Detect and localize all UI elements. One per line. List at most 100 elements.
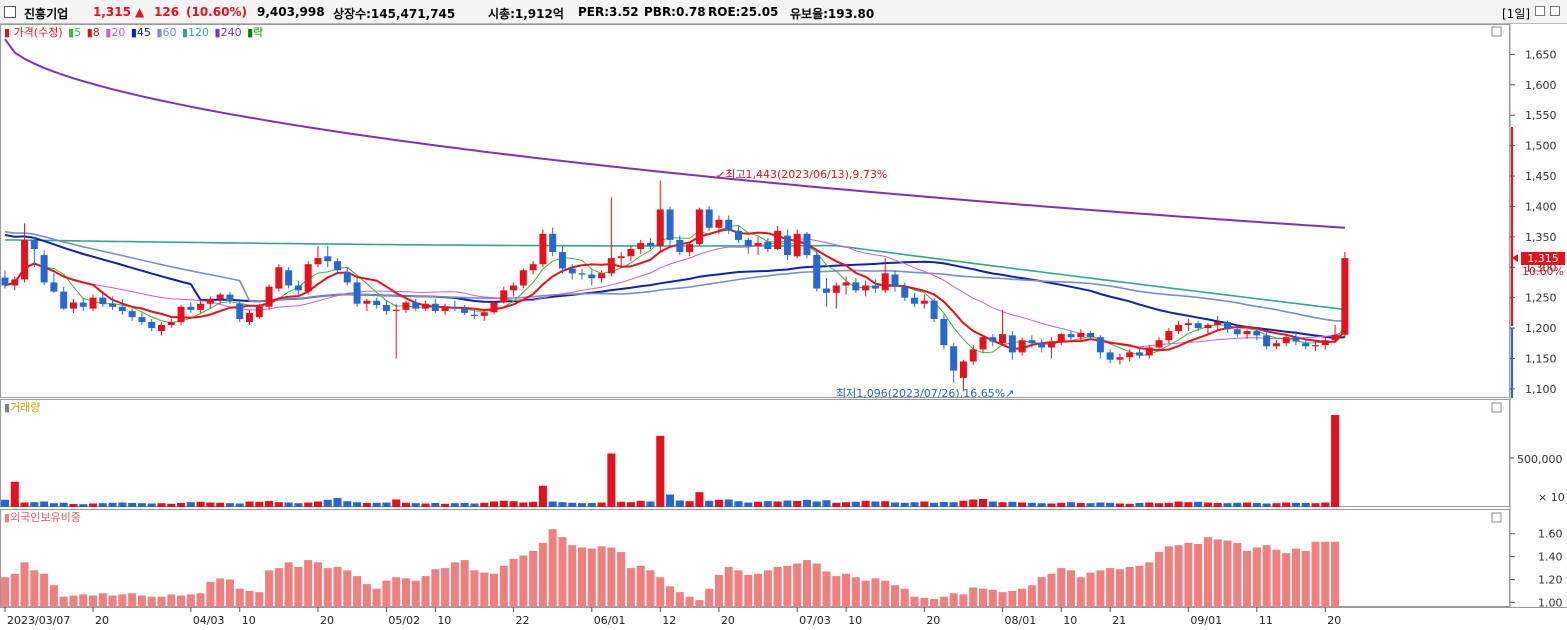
current-pct-label: 10.60% bbox=[1522, 265, 1564, 278]
volume-bar bbox=[40, 501, 49, 507]
volume-panel-title: 거래량 bbox=[10, 401, 40, 414]
x-axis-label: 12 bbox=[662, 614, 676, 627]
volume-bar bbox=[470, 503, 479, 507]
candle-body bbox=[852, 282, 860, 291]
legend-ma20: 20 bbox=[111, 26, 125, 39]
legend-ma8: 8 bbox=[93, 26, 100, 39]
candle-body bbox=[1126, 352, 1134, 358]
ratio-bar bbox=[617, 552, 626, 607]
volume-bar bbox=[1008, 501, 1017, 507]
candle-body bbox=[891, 274, 899, 287]
x-axis-label: 10 bbox=[1063, 614, 1077, 627]
ratio-bar bbox=[1008, 590, 1017, 607]
candle-body bbox=[294, 285, 302, 291]
candle-body bbox=[823, 288, 831, 293]
price-change: 126 bbox=[154, 5, 180, 19]
candle-body bbox=[402, 302, 410, 310]
candle-body bbox=[705, 209, 713, 228]
volume-bar bbox=[626, 502, 635, 507]
ratio-bar bbox=[470, 570, 479, 607]
volume-bar bbox=[59, 502, 68, 507]
ratio-bar bbox=[79, 594, 88, 607]
volume-bar bbox=[1057, 502, 1066, 507]
volume-bar bbox=[998, 502, 1007, 507]
volume-bar bbox=[861, 500, 870, 507]
ratio-bar bbox=[578, 547, 587, 607]
volume-bar bbox=[274, 502, 283, 507]
ratio-bar bbox=[1321, 541, 1330, 607]
period-selector[interactable]: [1일] bbox=[1502, 7, 1531, 21]
candle-body bbox=[157, 325, 165, 332]
close-icon[interactable] bbox=[1550, 6, 1560, 16]
ratio-bar bbox=[1243, 550, 1252, 607]
volume-bar bbox=[607, 453, 616, 507]
legend-price-label: 가격(수정) bbox=[14, 26, 63, 39]
ratio-bar bbox=[490, 573, 498, 607]
candle-body bbox=[79, 302, 87, 307]
candle-body bbox=[1302, 343, 1310, 347]
ratio-bar bbox=[724, 566, 733, 607]
candle-body bbox=[901, 286, 909, 298]
volume-bar bbox=[969, 499, 978, 507]
candle-body bbox=[999, 334, 1007, 344]
legend-ma60-marker: ▮ bbox=[156, 26, 162, 39]
candle-body bbox=[490, 302, 498, 313]
x-axis-label: 20 bbox=[1327, 614, 1341, 627]
ratio-bar bbox=[1213, 539, 1222, 607]
volume-bar bbox=[353, 502, 362, 507]
compare-checkbox[interactable] bbox=[4, 6, 16, 18]
volume-bar bbox=[1243, 502, 1252, 507]
candle-body bbox=[754, 242, 762, 246]
candle-body bbox=[148, 321, 156, 329]
candle-body bbox=[480, 312, 488, 316]
volume-bar bbox=[744, 502, 753, 507]
volume-bar bbox=[1203, 502, 1212, 507]
candle-body bbox=[686, 244, 694, 253]
ratio-bar bbox=[49, 585, 58, 607]
ratio-bar bbox=[1125, 566, 1134, 607]
candle-body bbox=[451, 306, 459, 309]
stock-name[interactable]: 진흥기업 bbox=[24, 7, 69, 21]
ratio-bar bbox=[147, 596, 156, 607]
candle-body bbox=[969, 349, 977, 362]
ratio-bar bbox=[1096, 570, 1105, 607]
candle-body bbox=[50, 282, 58, 292]
x-axis-label: 22 bbox=[516, 614, 530, 627]
ratio-bar bbox=[441, 568, 450, 607]
volume-bar bbox=[206, 502, 215, 507]
volume-bar bbox=[832, 502, 841, 507]
volume-bar bbox=[235, 503, 244, 507]
volume-bar bbox=[1027, 502, 1036, 507]
maximize-icon[interactable] bbox=[1535, 6, 1545, 16]
volume-panel-toggle-icon[interactable] bbox=[1491, 402, 1502, 413]
candle-body bbox=[265, 286, 273, 307]
current-price: 1,315 bbox=[93, 5, 131, 19]
svg-text:▮외국인보유비중: ▮외국인보유비중 bbox=[4, 511, 81, 524]
candle-body bbox=[1243, 331, 1251, 335]
candle-body bbox=[226, 294, 234, 301]
roe-value: ROE:25.05 bbox=[708, 5, 779, 19]
ratio-bar bbox=[861, 580, 870, 607]
ratio-bar bbox=[636, 565, 645, 607]
stock-chart[interactable]: 1,6501,6001,5501,5001,4501,4001,3501,300… bbox=[0, 24, 1567, 630]
volume-bar bbox=[587, 503, 596, 507]
legend-ma240: 240 bbox=[221, 26, 242, 39]
ratio-bar bbox=[1057, 568, 1066, 607]
price-panel-toggle-icon[interactable] bbox=[1491, 26, 1502, 37]
ratio-bar bbox=[538, 542, 547, 607]
ratio-bar bbox=[1115, 569, 1124, 607]
candle-body bbox=[1008, 335, 1016, 353]
volume-bar bbox=[431, 503, 440, 507]
candle-body bbox=[588, 274, 596, 279]
candle-body bbox=[656, 209, 664, 246]
volume-bar bbox=[558, 502, 567, 507]
volume-bar bbox=[128, 503, 137, 507]
ratio-panel-toggle-icon[interactable] bbox=[1491, 512, 1502, 523]
volume-bar bbox=[529, 501, 538, 507]
candle-body bbox=[744, 239, 752, 246]
ratio-bar bbox=[871, 578, 880, 607]
candle-body bbox=[1214, 321, 1222, 326]
candle-body bbox=[382, 304, 390, 312]
ratio-bar bbox=[783, 565, 792, 607]
volume-bar bbox=[1252, 503, 1261, 507]
